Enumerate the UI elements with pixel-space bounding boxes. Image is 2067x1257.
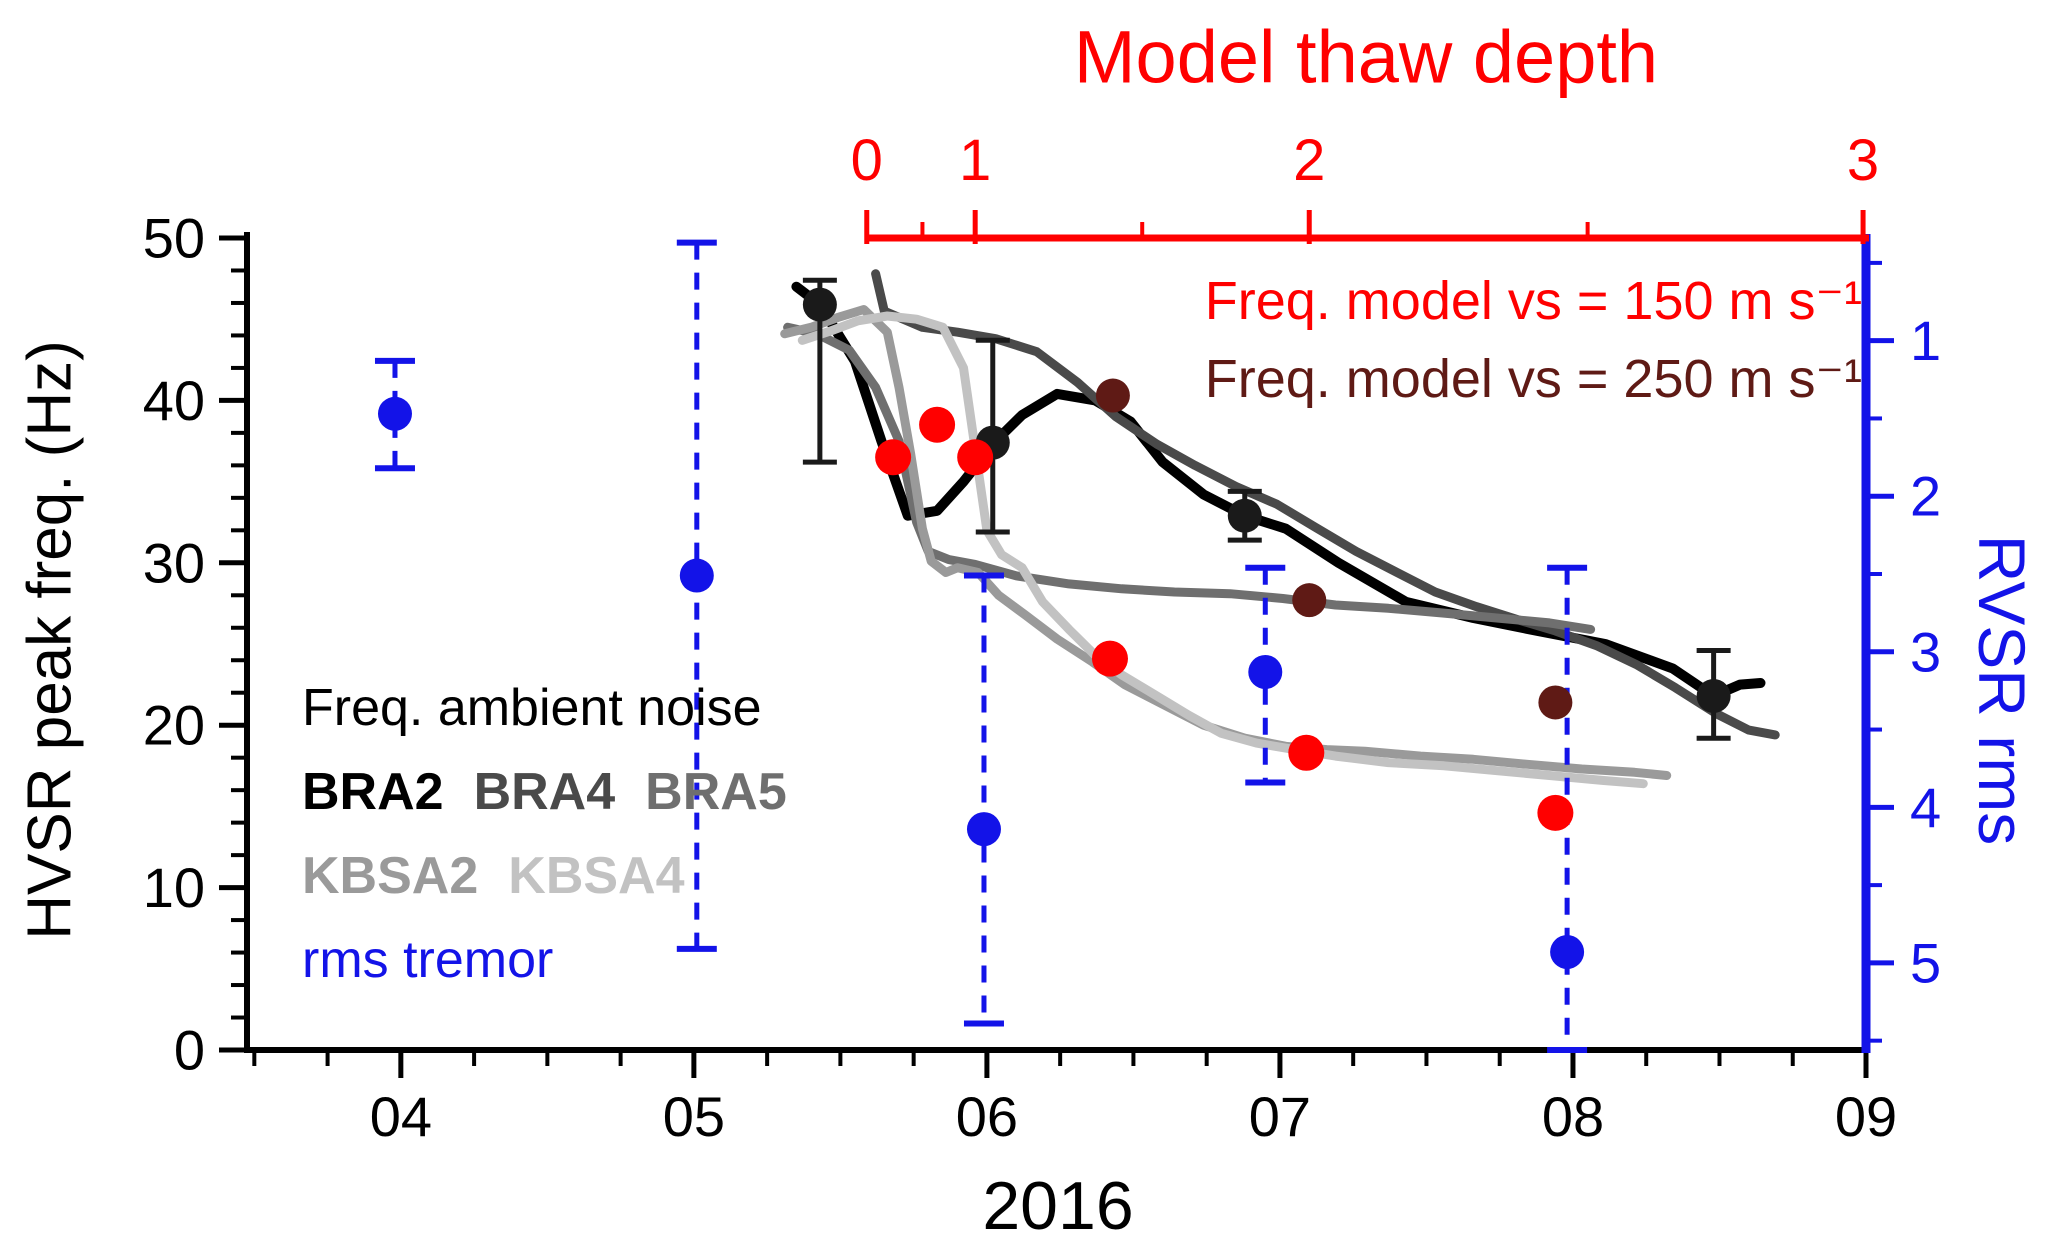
rms-tremor-point xyxy=(1550,935,1585,969)
legend-model-freq: Freq. model vs = 150 m s⁻¹ Freq. model v… xyxy=(1205,262,1862,418)
rms-tremor-point xyxy=(1248,655,1283,689)
model-vs250-point xyxy=(1538,685,1573,720)
legend-rms-tremor: rms tremor xyxy=(302,931,554,989)
left-axis-tick-label: 50 xyxy=(143,207,205,270)
series-line-bra5 xyxy=(783,322,1596,634)
model-vs150-point xyxy=(957,439,994,476)
bottom-axis-tick-label: 08 xyxy=(1542,1085,1604,1148)
left-axis-tick-label: 20 xyxy=(143,694,205,757)
model-vs150-point xyxy=(919,406,956,443)
legend-stations-row2: KBSA2 KBSA4 xyxy=(302,834,817,918)
model-vs150-point xyxy=(1537,794,1574,831)
series-line-kbsa2 xyxy=(780,305,1672,780)
bottom-axis-tick-label: 05 xyxy=(663,1085,725,1148)
left-axis-tick-label: 0 xyxy=(174,1019,205,1082)
right-axis-tick-label: 2 xyxy=(1910,465,1941,528)
left-axis-title: HVSR peak freq. (Hz) xyxy=(15,340,85,940)
model-vs150-point xyxy=(1091,640,1128,677)
top-axis-tick-label: 1 xyxy=(959,128,991,193)
top-axis-tick-label: 2 xyxy=(1293,128,1325,193)
hvsr-observed-point xyxy=(1696,678,1731,713)
legend-station-kbsa4: KBSA4 xyxy=(508,847,685,905)
model-vs250-point xyxy=(1095,378,1130,413)
legend-station-bra5: BRA5 xyxy=(645,763,787,821)
right-axis-tick-label: 4 xyxy=(1910,776,1941,839)
bottom-axis-title: 2016 xyxy=(982,1168,1134,1244)
legend-station-kbsa2: KBSA2 xyxy=(302,847,479,905)
model-vs150-point xyxy=(1288,734,1325,771)
legend-stations-row1: BRA2 BRA4 BRA5 xyxy=(302,750,817,834)
series-line-bra2 xyxy=(791,281,1766,701)
model-vs250-point xyxy=(1292,583,1327,618)
legend-ambient-noise: Freq. ambient noise BRA2 BRA4 BRA5 KBSA2 KB… xyxy=(302,666,817,1002)
left-axis-tick-label: 30 xyxy=(143,531,205,594)
legend-station-bra2: BRA2 xyxy=(302,763,444,821)
rms-tremor-point xyxy=(966,812,1001,847)
model-vs150-point xyxy=(875,439,912,476)
left-axis-tick-label: 10 xyxy=(143,856,205,919)
bottom-axis-tick-label: 07 xyxy=(1249,1085,1311,1148)
legend-model-vs250: Freq. model vs = 250 m s⁻¹ xyxy=(1204,349,1862,409)
top-axis-tick-label: 0 xyxy=(851,128,883,193)
right-axis-title: RVSR rms xyxy=(1965,534,2039,846)
bottom-axis-tick-label: 09 xyxy=(1835,1085,1897,1148)
top-axis-tick-label: 3 xyxy=(1847,128,1879,193)
right-axis-tick-label: 1 xyxy=(1910,309,1941,372)
right-axis-tick-label: 3 xyxy=(1910,620,1941,683)
rms-tremor-point xyxy=(377,396,412,431)
hvsr-observed-point xyxy=(802,287,837,322)
top-axis-title: Model thaw depth xyxy=(1073,15,1659,99)
legend-station-bra4: BRA4 xyxy=(473,763,616,821)
bottom-axis-tick-label: 04 xyxy=(370,1085,432,1148)
legend-model-vs150: Freq. model vs = 150 m s⁻¹ xyxy=(1204,271,1862,331)
left-axis-tick-label: 40 xyxy=(143,369,205,432)
hvsr-observed-point xyxy=(1227,498,1262,533)
bottom-axis-tick-label: 06 xyxy=(956,1085,1018,1148)
rms-tremor-point xyxy=(679,558,714,593)
right-axis-tick-label: 5 xyxy=(1910,931,1941,994)
legend-ambient-title: Freq. ambient noise xyxy=(302,679,762,737)
